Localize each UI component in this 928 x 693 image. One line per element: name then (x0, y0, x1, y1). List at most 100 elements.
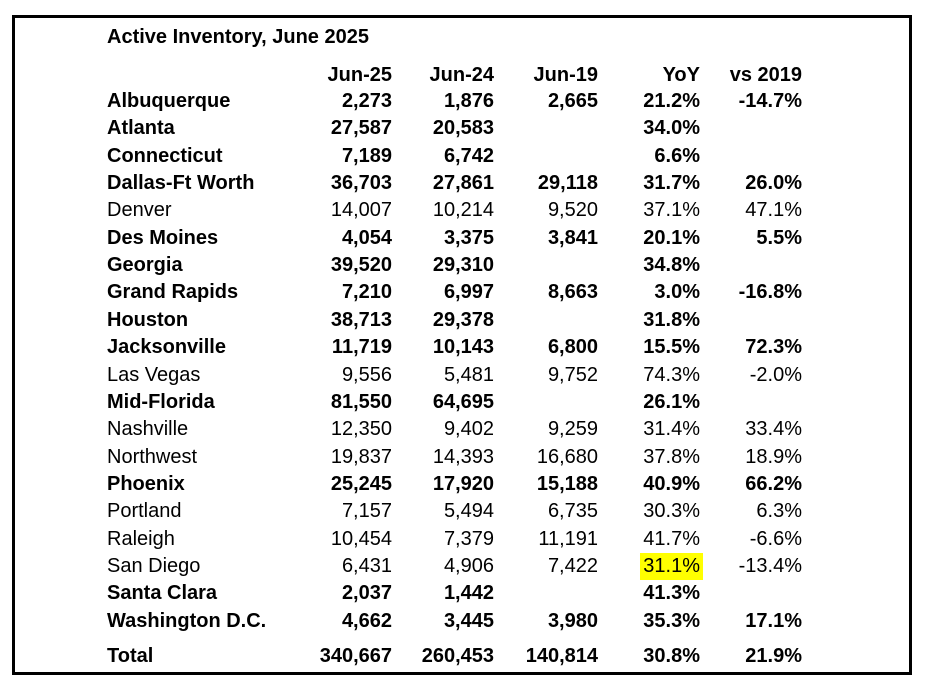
table-title: Active Inventory, June 2025 (107, 26, 369, 48)
table-row: Dallas-Ft Worth 36,703 27,861 29,118 31.7% 26… (0, 170, 928, 197)
cell-market: Des Moines (107, 226, 219, 249)
table-row: Portland 7,157 5,494 6,735 30.3% 6.3% (0, 498, 928, 525)
cell-jun19: 15,188 (536, 472, 598, 495)
cell-market: Georgia (107, 254, 183, 277)
cell-market: Grand Rapids (107, 281, 239, 304)
cell-jun25: 81,550 (330, 390, 392, 413)
cell-jun25: 6,431 (341, 554, 392, 577)
cell-market: Atlanta (107, 117, 175, 140)
table-row: Georgia 39,520 29,310 34.8% (0, 252, 928, 279)
table-row: Des Moines 4,054 3,375 3,841 20.1% 5.5% (0, 225, 928, 252)
total-cell-yoy: 30.8% (643, 645, 700, 667)
header-yoy: YoY (662, 64, 700, 86)
cell-jun24: 7,379 (443, 527, 494, 550)
cell-jun25: 4,662 (341, 609, 392, 632)
cell-jun25: 4,054 (341, 226, 392, 249)
table-row: San Diego 6,431 4,906 7,422 31.1% -13.4% (0, 552, 928, 580)
cell-jun25: 38,713 (330, 308, 392, 331)
cell-jun25: 7,157 (341, 500, 392, 523)
cell-jun24: 10,214 (432, 199, 494, 222)
cell-jun25: 36,703 (330, 172, 392, 195)
cell-vs2019: 18.9% (745, 445, 802, 468)
total-cell-vs2019: 21.9% (745, 645, 802, 667)
cell-jun24: 10,143 (432, 336, 494, 359)
header-jun25: Jun-25 (327, 64, 392, 86)
cell-jun19: 16,680 (536, 445, 598, 468)
cell-jun24: 3,445 (443, 609, 494, 632)
cell-yoy: 41.7% (643, 527, 700, 550)
header-jun19: Jun-19 (533, 64, 598, 86)
cell-market: Jacksonville (107, 336, 226, 359)
cell-jun19: 11,191 (538, 527, 598, 550)
cell-yoy: 30.3% (643, 500, 700, 523)
cell-vs2019: 26.0% (745, 172, 802, 195)
cell-jun24: 6,997 (443, 281, 494, 304)
table-row: Las Vegas 9,556 5,481 9,752 74.3% -2.0% (0, 362, 928, 389)
cell-jun24: 1,442 (443, 582, 494, 605)
table-row: Houston 38,713 29,378 31.8% (0, 307, 928, 334)
cell-jun24: 3,375 (443, 226, 494, 249)
cell-jun24: 14,393 (432, 445, 494, 468)
total-row: Total 340,667 260,453 140,814 30.8% 21.9% (0, 643, 928, 670)
cell-jun24: 20,583 (432, 117, 494, 140)
table-row: Santa Clara 2,037 1,442 41.3% (0, 580, 928, 607)
cell-yoy: 40.9% (643, 472, 700, 495)
cell-jun25: 7,189 (341, 144, 392, 167)
cell-vs2019: 6.3% (756, 500, 802, 523)
cell-market: Mid-Florida (107, 390, 215, 413)
cell-yoy: 34.0% (643, 117, 700, 140)
cell-yoy: 6.6% (654, 144, 700, 167)
cell-jun25: 19,837 (330, 445, 392, 468)
cell-jun19: 8,663 (547, 281, 598, 304)
cell-jun25: 11,719 (331, 336, 392, 359)
cell-market: Washington D.C. (107, 609, 267, 632)
table-row: Grand Rapids 7,210 6,997 8,663 3.0% -16.8% (0, 279, 928, 306)
cell-jun25: 14,007 (330, 199, 392, 222)
cell-jun19: 7,422 (547, 554, 598, 577)
cell-yoy: 31.7% (643, 172, 700, 195)
cell-vs2019: 72.3% (745, 336, 802, 359)
cell-yoy: 20.1% (643, 226, 700, 249)
table-row: Albuquerque 2,273 1,876 2,665 21.2% -14.7% (0, 88, 928, 115)
cell-jun19: 9,520 (547, 199, 598, 222)
cell-jun25: 39,520 (330, 254, 392, 277)
table-row: Denver 14,007 10,214 9,520 37.1% 47.1% (0, 197, 928, 224)
cell-yoy: 37.1% (643, 199, 700, 222)
cell-jun25: 9,556 (341, 363, 392, 386)
cell-jun24: 5,494 (443, 500, 494, 523)
cell-jun24: 6,742 (443, 144, 494, 167)
cell-jun19: 3,980 (547, 609, 598, 632)
cell-yoy: 31.4% (643, 418, 700, 441)
cell-jun24: 9,402 (443, 418, 494, 441)
cell-yoy: 35.3% (643, 609, 700, 632)
cell-vs2019: 47.1% (745, 199, 802, 222)
cell-vs2019: 17.1% (745, 609, 802, 632)
cell-yoy: 74.3% (643, 363, 700, 386)
cell-vs2019: -14.7% (738, 90, 802, 112)
cell-market: Connecticut (107, 144, 223, 167)
cell-market: Portland (107, 500, 182, 523)
cell-vs2019: -16.8% (738, 281, 802, 304)
table-row: Raleigh 10,454 7,379 11,191 41.7% -6.6% (0, 526, 928, 553)
table-row: Phoenix 25,245 17,920 15,188 40.9% 66.2% (0, 471, 928, 498)
total-cell-market: Total (107, 645, 154, 667)
cell-market: Dallas-Ft Worth (107, 172, 255, 195)
cell-jun24: 5,481 (443, 363, 494, 386)
cell-jun19: 6,800 (547, 336, 598, 359)
cell-vs2019: 5.5% (756, 226, 802, 249)
cell-vs2019: -13.4% (738, 554, 802, 577)
table-row: Jacksonville 11,719 10,143 6,800 15.5% 72.3% (0, 334, 928, 361)
table-row: Mid-Florida 81,550 64,695 26.1% (0, 389, 928, 416)
cell-market: Las Vegas (107, 363, 201, 386)
cell-vs2019: -6.6% (749, 527, 802, 550)
cell-yoy: 34.8% (643, 254, 700, 277)
cell-jun25: 25,245 (330, 472, 392, 495)
cell-jun24: 29,378 (432, 308, 494, 331)
cell-market: Houston (107, 308, 189, 331)
cell-market: San Diego (107, 554, 201, 577)
table-row: Washington D.C. 4,662 3,445 3,980 35.3% 17.1% (0, 608, 928, 635)
cell-market: Albuquerque (107, 90, 231, 112)
table-row: Northwest 19,837 14,393 16,680 37.8% 18.9% (0, 444, 928, 471)
cell-market: Santa Clara (107, 582, 218, 605)
cell-jun19: 2,665 (547, 90, 598, 112)
